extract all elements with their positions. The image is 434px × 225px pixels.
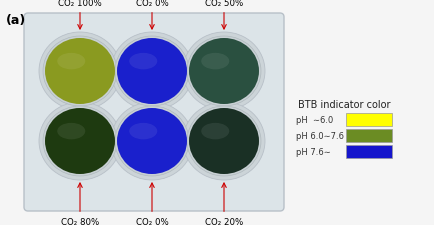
Ellipse shape [115,37,189,106]
Text: blue: blue [360,147,378,156]
Ellipse shape [57,54,85,70]
Text: CO₂ 20%: CO₂ 20% [205,183,243,225]
Ellipse shape [189,108,259,174]
Ellipse shape [117,39,187,105]
Ellipse shape [39,103,121,180]
Text: pH 7.6∼: pH 7.6∼ [296,147,331,156]
FancyBboxPatch shape [24,14,284,211]
Ellipse shape [129,54,157,70]
Ellipse shape [183,103,265,180]
Text: CO₂ 0%: CO₂ 0% [135,183,168,225]
Ellipse shape [111,33,193,110]
Bar [346,145,392,158]
Ellipse shape [117,108,187,174]
Text: yellow: yellow [355,115,383,124]
Ellipse shape [189,39,259,105]
Bar [346,113,392,126]
Text: green: green [357,131,381,140]
Text: CO₂ 50%: CO₂ 50% [205,0,243,30]
Ellipse shape [187,37,261,106]
Text: BTB indicator color: BTB indicator color [298,99,390,110]
Text: CO₂ 0%: CO₂ 0% [135,0,168,30]
Bar [346,129,392,142]
Text: pH  ∼6.0: pH ∼6.0 [296,115,333,124]
Ellipse shape [201,54,229,70]
Ellipse shape [187,106,261,176]
Ellipse shape [39,33,121,110]
Text: pH 6.0∼7.6: pH 6.0∼7.6 [296,131,344,140]
Ellipse shape [201,123,229,140]
Ellipse shape [57,123,85,140]
Ellipse shape [45,39,115,105]
Ellipse shape [43,106,117,176]
Ellipse shape [115,106,189,176]
Text: CO₂ 100%: CO₂ 100% [58,0,102,30]
Ellipse shape [111,103,193,180]
Ellipse shape [43,37,117,106]
Ellipse shape [129,123,157,140]
Ellipse shape [45,108,115,174]
Ellipse shape [183,33,265,110]
Text: (a): (a) [6,14,26,27]
Text: CO₂ 80%: CO₂ 80% [61,183,99,225]
